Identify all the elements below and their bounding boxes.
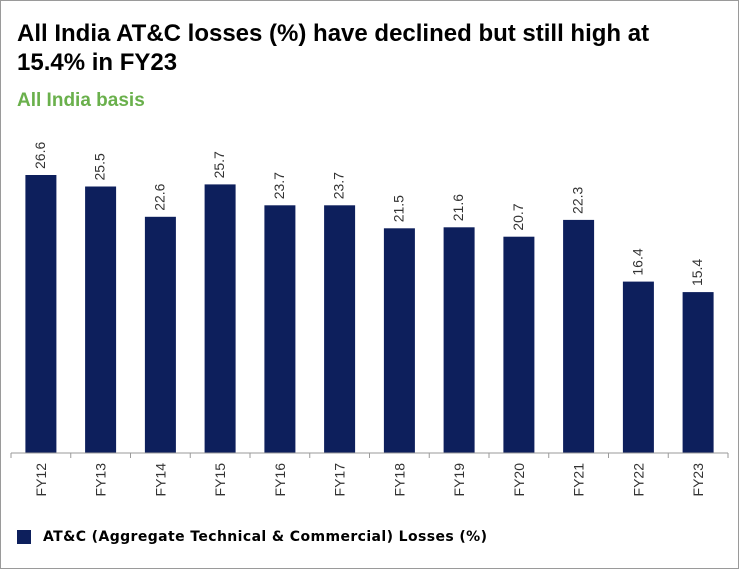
data-label-fy15: 25.7: [211, 151, 227, 178]
data-label-fy22: 16.4: [629, 248, 645, 275]
x-tick-label-fy21: FY21: [571, 463, 587, 497]
data-label-fy16: 23.7: [271, 172, 287, 199]
data-label-fy17: 23.7: [331, 172, 347, 199]
data-label-fy12: 26.6: [32, 142, 48, 169]
legend-swatch: [17, 530, 31, 544]
x-tick-label-fy18: FY18: [391, 463, 407, 497]
bar-fy13: [85, 186, 117, 453]
legend-label: AT&C (Aggregate Technical & Commercial) …: [43, 529, 488, 545]
bar-fy12: [25, 175, 57, 453]
data-label-fy13: 25.5: [92, 153, 108, 180]
x-tick-label-fy16: FY16: [272, 463, 288, 497]
bar-fy16: [264, 205, 296, 453]
x-tick-label-fy15: FY15: [212, 463, 228, 497]
bar-fy18: [383, 228, 415, 453]
x-tick-label-fy20: FY20: [511, 463, 527, 497]
x-tick-label-fy14: FY14: [152, 463, 168, 497]
bar-fy14: [144, 216, 176, 453]
x-tick-label-fy19: FY19: [451, 463, 467, 497]
data-label-fy19: 21.6: [450, 194, 466, 221]
bar-fy23: [682, 292, 714, 453]
x-tick-label-fy17: FY17: [332, 463, 348, 497]
x-tick-label-fy22: FY22: [630, 463, 646, 497]
x-tick-label-fy23: FY23: [690, 463, 706, 497]
data-label-fy14: 22.6: [151, 183, 167, 210]
data-label-fy18: 21.5: [390, 195, 406, 222]
data-label-fy23: 15.4: [689, 259, 705, 286]
bar-fy15: [204, 184, 236, 453]
legend: AT&C (Aggregate Technical & Commercial) …: [17, 529, 487, 545]
bar-fy17: [324, 205, 356, 453]
data-label-fy21: 22.3: [570, 186, 586, 213]
x-tick-label-fy13: FY13: [93, 463, 109, 497]
bar-fy19: [443, 227, 475, 453]
data-label-fy20: 20.7: [510, 203, 526, 230]
bar-fy21: [563, 219, 595, 453]
bar-fy20: [503, 236, 535, 453]
chart-subtitle: All India basis: [17, 90, 145, 111]
chart-title: All India AT&C losses (%) have declined …: [17, 20, 650, 76]
bar-fy22: [622, 281, 654, 453]
x-tick-label-fy12: FY12: [33, 463, 49, 497]
